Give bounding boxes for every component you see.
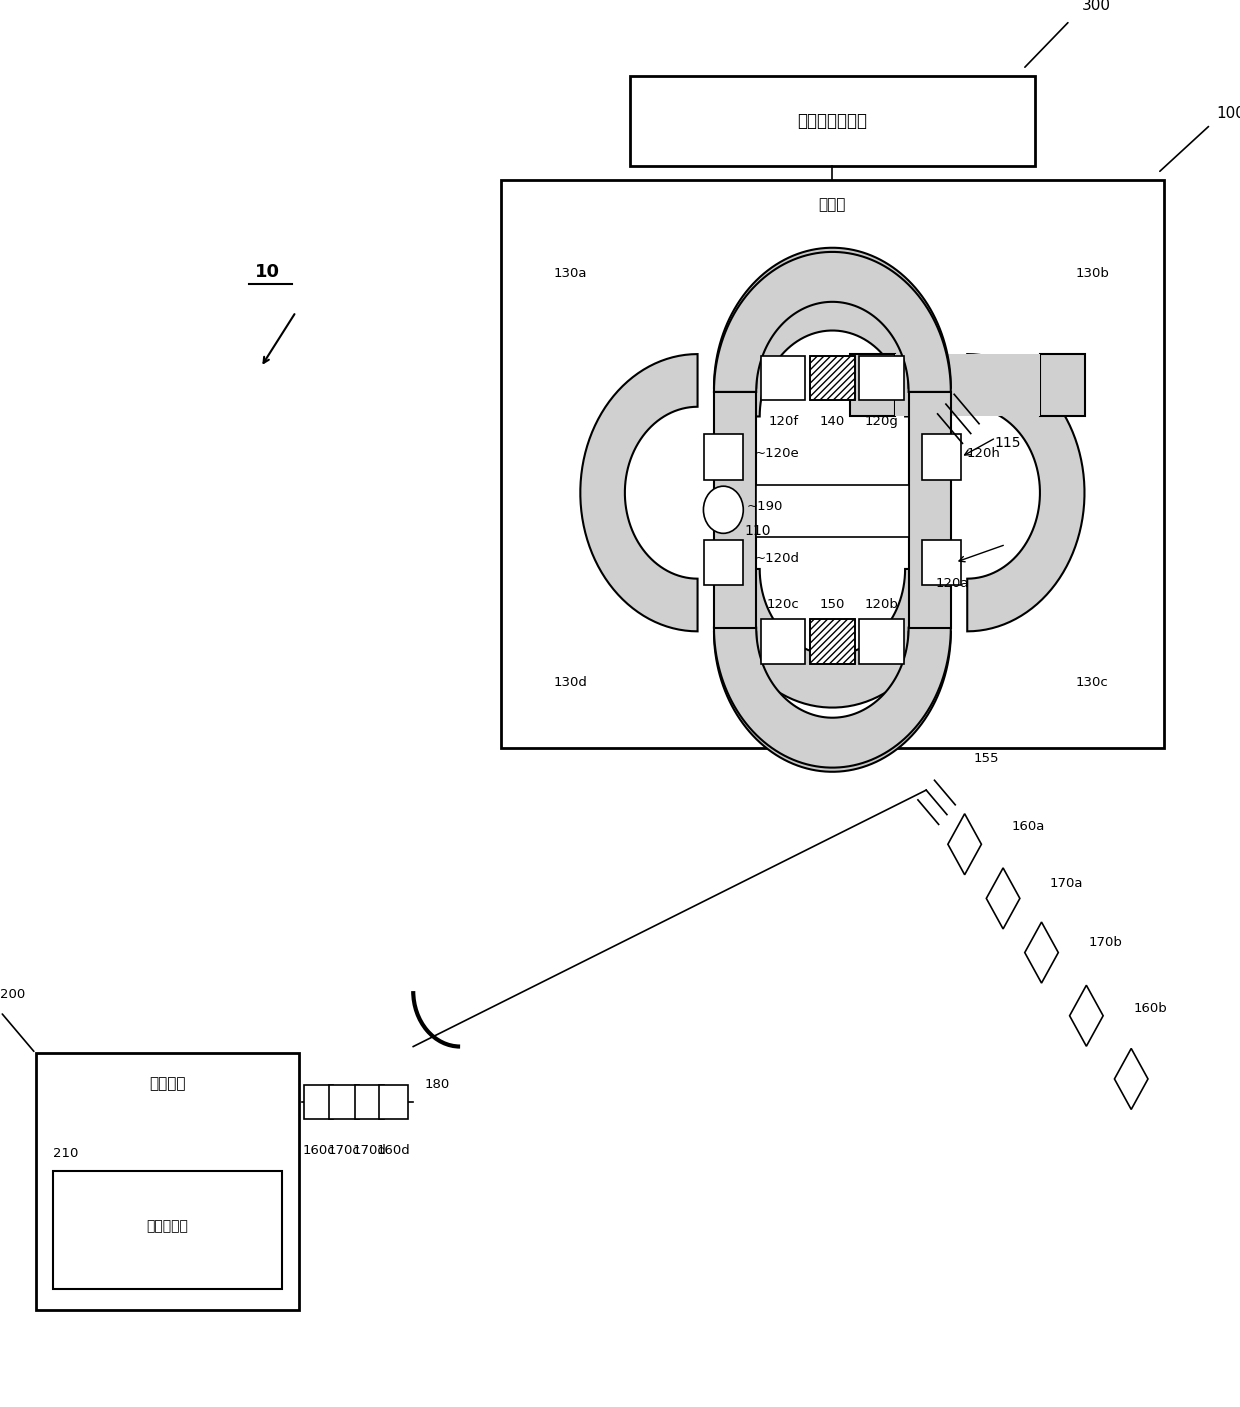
Circle shape [703,487,743,533]
Text: 照射装置: 照射装置 [149,1076,186,1092]
Text: ~120e: ~120e [754,447,799,460]
Bar [355,1085,384,1120]
Polygon shape [714,628,951,768]
Text: 160c: 160c [303,1144,335,1157]
Text: 180: 180 [425,1078,450,1092]
Text: 120c: 120c [766,598,800,611]
Text: 160d: 160d [376,1144,410,1157]
Text: 130a: 130a [554,267,588,280]
Text: 10: 10 [255,263,280,281]
Bar [704,435,743,480]
Text: 加速器控制装置: 加速器控制装置 [797,113,868,131]
Text: ~120d: ~120d [754,553,800,566]
Polygon shape [715,568,950,708]
Text: 155: 155 [973,753,998,765]
Text: 120h: 120h [967,447,1001,460]
Text: 100: 100 [1216,106,1240,121]
Text: 120f: 120f [768,415,799,428]
Text: 加速器: 加速器 [818,197,846,212]
Bar [923,435,961,480]
Text: 300: 300 [1081,0,1111,13]
Polygon shape [714,632,951,772]
Text: 160b: 160b [1133,1002,1167,1014]
Bar [756,485,909,537]
Bar [53,1171,281,1289]
Polygon shape [1070,985,1104,1047]
Polygon shape [715,277,950,416]
Bar [704,539,743,585]
Bar [36,1054,300,1310]
Bar [859,619,904,664]
Bar [810,619,854,664]
Polygon shape [714,248,951,388]
Bar [630,76,1034,166]
Text: 170d: 170d [353,1144,387,1157]
Polygon shape [947,813,981,875]
Text: ~190: ~190 [746,499,784,512]
Text: 110: 110 [744,523,771,537]
Text: 170b: 170b [1089,936,1122,948]
Text: 120a: 120a [936,577,970,591]
Text: 170a: 170a [1050,878,1084,891]
Text: 线量监视器: 线量监视器 [146,1220,188,1234]
Bar [810,356,854,400]
Bar [859,356,904,400]
Bar [330,1085,358,1120]
Bar [501,180,1163,749]
Text: 140: 140 [820,415,844,428]
Bar [378,1085,408,1120]
Polygon shape [714,252,951,393]
Bar [810,619,854,664]
Text: 130c: 130c [1076,677,1109,689]
Polygon shape [894,355,1040,416]
Text: 120g: 120g [864,415,899,428]
Text: 160a: 160a [1012,820,1045,833]
Text: 210: 210 [53,1148,78,1161]
Bar [714,393,756,628]
Text: 130d: 130d [554,677,588,689]
Polygon shape [1115,1048,1148,1110]
Bar [923,539,961,585]
Polygon shape [1040,355,1085,416]
Bar [304,1085,334,1120]
Bar [761,356,806,400]
Text: 170c: 170c [327,1144,361,1157]
Polygon shape [849,355,894,416]
Polygon shape [1024,922,1058,983]
Text: 130b: 130b [1076,267,1110,280]
Polygon shape [580,355,698,632]
Bar [909,393,951,628]
Bar [810,356,854,400]
Text: 115: 115 [994,436,1021,450]
Text: 150: 150 [820,598,846,611]
Text: 120b: 120b [864,598,899,611]
Polygon shape [729,393,936,628]
Polygon shape [967,355,1085,632]
Text: 200: 200 [0,988,25,1000]
Polygon shape [986,868,1019,929]
Bar [761,619,806,664]
